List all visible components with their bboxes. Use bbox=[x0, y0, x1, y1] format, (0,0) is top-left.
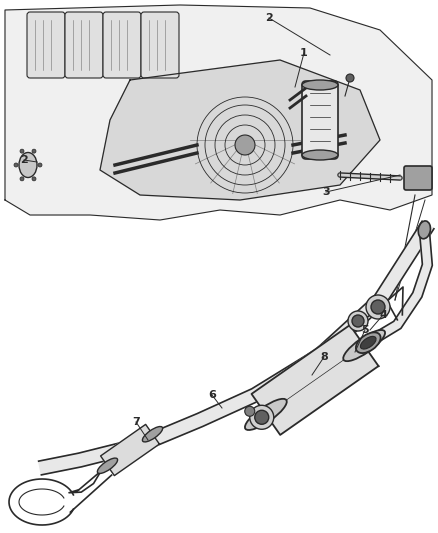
Polygon shape bbox=[251, 325, 378, 435]
Polygon shape bbox=[5, 5, 432, 220]
FancyBboxPatch shape bbox=[141, 12, 179, 78]
Ellipse shape bbox=[142, 426, 162, 442]
Text: 3: 3 bbox=[322, 187, 330, 197]
FancyBboxPatch shape bbox=[103, 12, 141, 78]
Polygon shape bbox=[101, 424, 159, 475]
Ellipse shape bbox=[418, 221, 431, 239]
Text: 2: 2 bbox=[20, 155, 28, 165]
Circle shape bbox=[255, 410, 269, 424]
FancyBboxPatch shape bbox=[404, 166, 432, 190]
Circle shape bbox=[245, 406, 255, 416]
Polygon shape bbox=[39, 221, 434, 475]
Polygon shape bbox=[370, 229, 432, 344]
Circle shape bbox=[20, 177, 24, 181]
Text: 1: 1 bbox=[300, 48, 308, 58]
Circle shape bbox=[32, 177, 36, 181]
Ellipse shape bbox=[97, 458, 117, 473]
Text: 7: 7 bbox=[132, 417, 140, 427]
Ellipse shape bbox=[356, 333, 381, 353]
Text: 6: 6 bbox=[208, 390, 216, 400]
Circle shape bbox=[38, 163, 42, 167]
Circle shape bbox=[250, 405, 274, 429]
Circle shape bbox=[20, 149, 24, 153]
Ellipse shape bbox=[360, 336, 376, 349]
Ellipse shape bbox=[302, 150, 338, 160]
Circle shape bbox=[366, 295, 390, 319]
Text: 5: 5 bbox=[361, 325, 369, 335]
FancyBboxPatch shape bbox=[65, 12, 103, 78]
Circle shape bbox=[235, 135, 255, 155]
Circle shape bbox=[14, 163, 18, 167]
Ellipse shape bbox=[302, 80, 338, 90]
Ellipse shape bbox=[245, 399, 287, 430]
Polygon shape bbox=[100, 60, 380, 200]
FancyBboxPatch shape bbox=[27, 12, 65, 78]
Circle shape bbox=[371, 300, 385, 314]
Circle shape bbox=[352, 315, 364, 327]
Text: 2: 2 bbox=[265, 13, 273, 23]
Circle shape bbox=[32, 149, 36, 153]
Ellipse shape bbox=[343, 330, 385, 361]
FancyBboxPatch shape bbox=[302, 81, 338, 159]
Text: 8: 8 bbox=[320, 352, 328, 362]
Circle shape bbox=[348, 311, 368, 331]
Ellipse shape bbox=[19, 152, 37, 177]
Circle shape bbox=[346, 74, 354, 82]
Text: 4: 4 bbox=[379, 310, 387, 320]
